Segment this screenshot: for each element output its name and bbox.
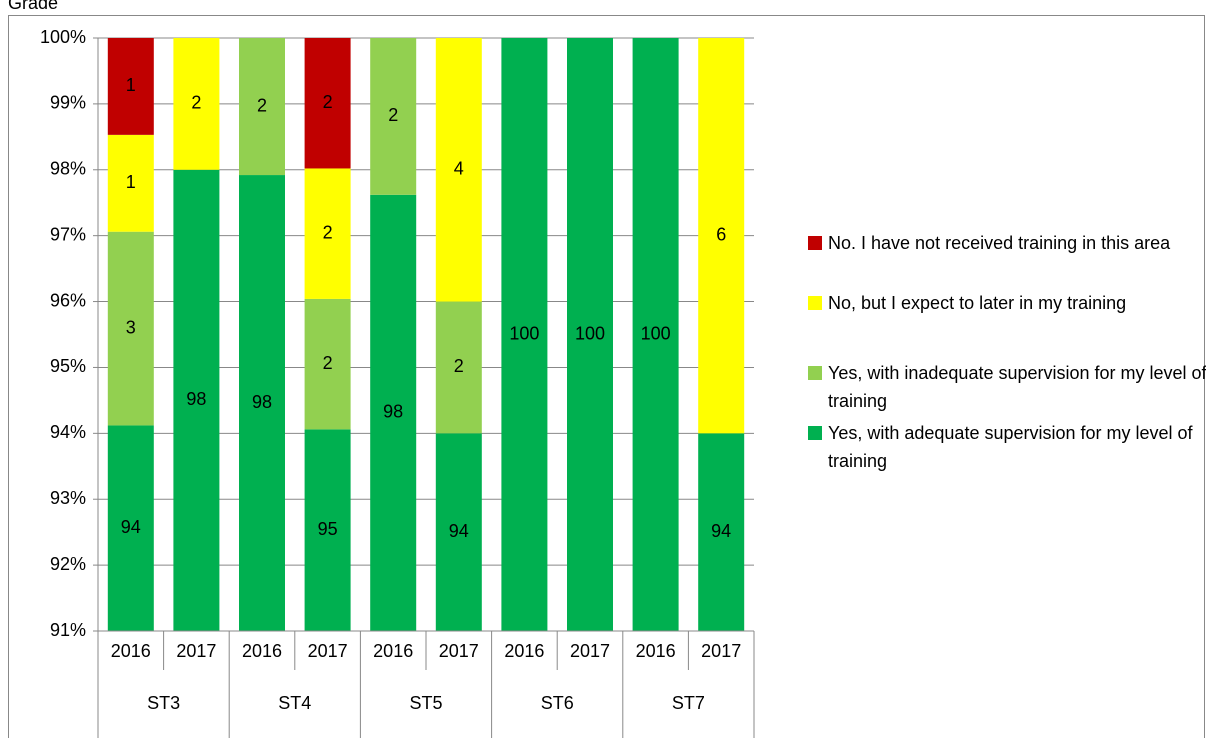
chart-title: Grade xyxy=(8,0,58,13)
bar-segment xyxy=(304,298,351,430)
data-label: 2 xyxy=(257,95,267,115)
bar-segment xyxy=(304,429,351,631)
group-label: ST3 xyxy=(147,693,180,713)
legend-label: Yes, with inadequate supervision for my … xyxy=(828,363,1206,411)
data-label: 98 xyxy=(252,392,272,412)
data-label: 2 xyxy=(454,356,464,376)
bar-segment xyxy=(698,38,745,434)
y-tick-label: 96% xyxy=(50,290,86,310)
bar-segment xyxy=(567,38,613,631)
group-label: ST5 xyxy=(409,693,442,713)
chart-border xyxy=(8,15,1205,738)
legend-swatch xyxy=(808,236,822,250)
legend-item: No. I have not received training in this… xyxy=(808,229,1206,257)
y-tick-label: 91% xyxy=(50,620,86,640)
y-tick-label: 94% xyxy=(50,422,86,442)
bar-segment xyxy=(173,38,220,170)
bar-segment xyxy=(107,134,154,232)
data-label: 2 xyxy=(323,353,333,373)
x-tick-label: 2016 xyxy=(373,641,413,661)
bar-segment xyxy=(239,38,285,176)
y-tick-label: 93% xyxy=(50,488,86,508)
bar-segment xyxy=(435,38,482,302)
y-tick-label: 100% xyxy=(40,27,86,47)
data-label: 98 xyxy=(186,389,206,409)
bar-segment xyxy=(370,194,417,631)
legend-item: No, but I expect to later in my training xyxy=(808,289,1206,317)
bar-segment xyxy=(239,175,285,631)
data-label: 94 xyxy=(121,517,141,537)
data-label: 3 xyxy=(126,317,136,337)
y-tick-label: 92% xyxy=(50,554,86,574)
data-label: 100 xyxy=(641,323,671,343)
data-label: 100 xyxy=(575,323,605,343)
y-tick-label: 99% xyxy=(50,93,86,113)
y-tick-label: 97% xyxy=(50,224,86,244)
data-label: 2 xyxy=(323,222,333,242)
data-label: 2 xyxy=(323,92,333,112)
bar-segment xyxy=(107,231,154,426)
bar-segment xyxy=(435,301,482,434)
bar-segment xyxy=(173,169,220,631)
bar-segment xyxy=(107,38,154,135)
bar-segment xyxy=(107,425,154,631)
x-tick-label: 2016 xyxy=(504,641,544,661)
x-tick-label: 2016 xyxy=(636,641,676,661)
legend-label: No. I have not received training in this… xyxy=(828,233,1171,253)
y-tick-label: 98% xyxy=(50,159,86,179)
bar-segment xyxy=(632,38,679,631)
bar-segment xyxy=(698,433,745,631)
data-label: 4 xyxy=(454,159,464,179)
bar-segment xyxy=(501,38,548,631)
x-tick-label: 2017 xyxy=(570,641,610,661)
legend-swatch xyxy=(808,426,822,440)
legend-swatch xyxy=(808,366,822,380)
data-label: 1 xyxy=(126,172,136,192)
group-label: ST4 xyxy=(278,693,311,713)
legend-item: Yes, with inadequate supervision for my … xyxy=(808,359,1206,415)
legend-label: No, but I expect to later in my training xyxy=(828,293,1127,313)
legend-item: Yes, with adequate supervision for my le… xyxy=(808,419,1206,475)
x-tick-label: 2017 xyxy=(701,641,741,661)
group-label: ST7 xyxy=(672,693,705,713)
data-label: 6 xyxy=(716,224,726,244)
legend-swatch xyxy=(808,296,822,310)
x-tick-label: 2017 xyxy=(176,641,216,661)
y-tick-label: 95% xyxy=(50,356,86,376)
bar-segment xyxy=(304,168,351,299)
bar-segment xyxy=(370,38,417,195)
data-label: 94 xyxy=(449,521,469,541)
data-label: 94 xyxy=(711,521,731,541)
data-label: 1 xyxy=(126,75,136,95)
group-label: ST6 xyxy=(541,693,574,713)
legend-label: Yes, with adequate supervision for my le… xyxy=(828,423,1193,471)
bar-segment xyxy=(304,38,351,169)
x-tick-label: 2016 xyxy=(242,641,282,661)
x-tick-label: 2016 xyxy=(111,641,151,661)
data-label: 2 xyxy=(191,93,201,113)
data-label: 2 xyxy=(388,105,398,125)
data-label: 95 xyxy=(318,519,338,539)
bar-segment xyxy=(435,433,482,631)
data-label: 100 xyxy=(509,323,539,343)
x-tick-label: 2017 xyxy=(439,641,479,661)
data-label: 98 xyxy=(383,402,403,422)
x-tick-label: 2017 xyxy=(308,641,348,661)
